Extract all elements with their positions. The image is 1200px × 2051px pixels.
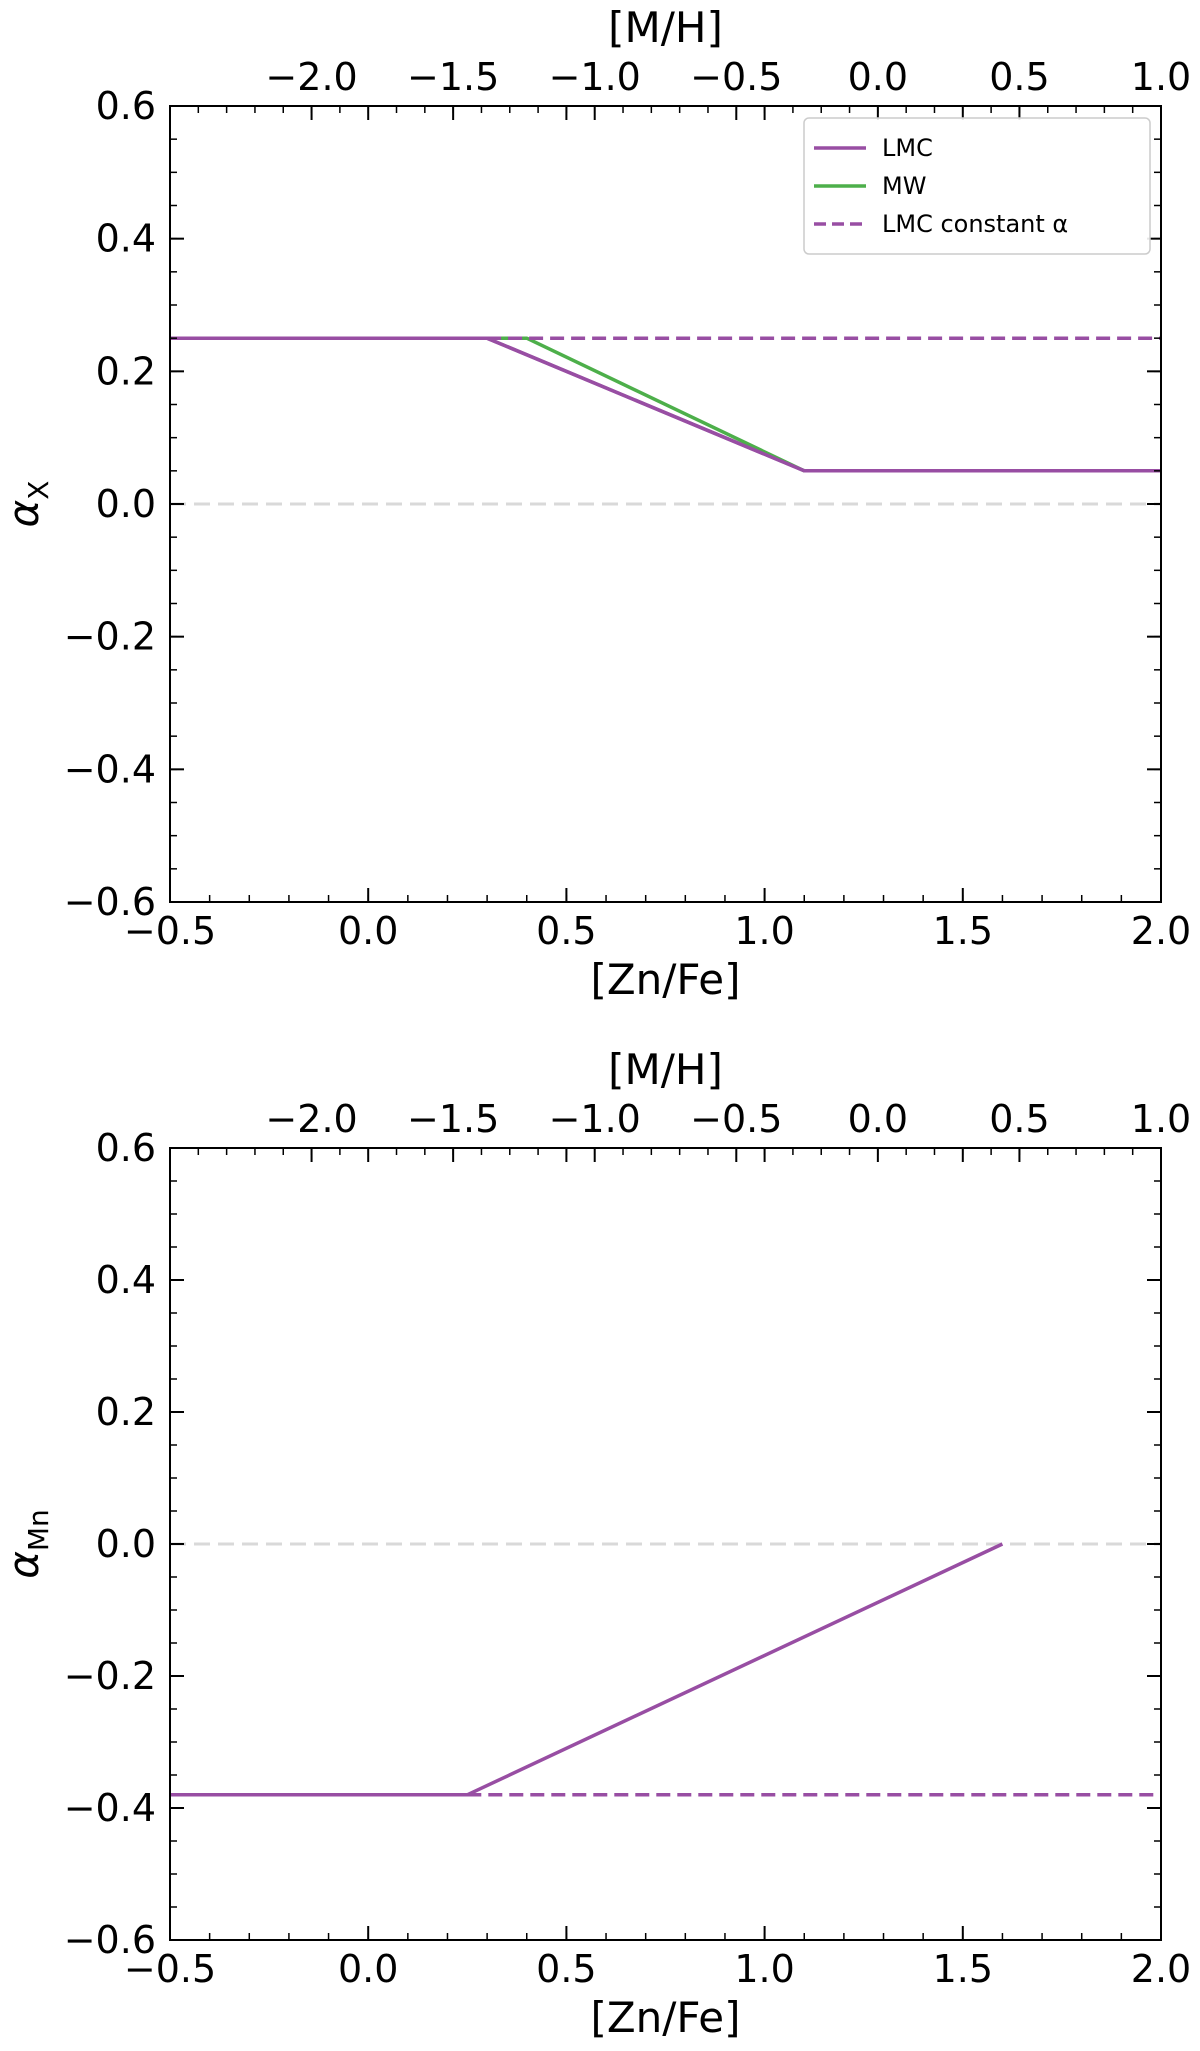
panel-top-xtick-label: 0.5 bbox=[536, 909, 596, 953]
panel-top-ylabel: αX bbox=[0, 481, 55, 528]
panel-top-xtick-label: 2.0 bbox=[1131, 909, 1191, 953]
panel-bottom-xtick-label: −0.5 bbox=[124, 1947, 216, 1991]
panel-top-x2tick-label: −2.0 bbox=[265, 55, 357, 99]
panel-top-xtick-label: 1.0 bbox=[734, 909, 794, 953]
panel-top-x2tick-label: 0.0 bbox=[848, 55, 908, 99]
panel-top-series-1-line bbox=[170, 336, 1161, 473]
panel-bottom-x2tick-label: 1.0 bbox=[1131, 1097, 1191, 1141]
panel-bottom-ytick-label: 0.6 bbox=[96, 1126, 156, 1170]
panel-top-x2label: [M/H] bbox=[608, 3, 723, 52]
panel-bottom-x2tick-label: −1.0 bbox=[549, 1097, 641, 1141]
panel-bottom-x2tick-label: 0.5 bbox=[989, 1097, 1049, 1141]
panel-bottom-x2label: [M/H] bbox=[608, 1045, 723, 1094]
panel-top-ytick-label: 0.4 bbox=[96, 217, 156, 261]
panel-bottom-x2tick-label: −0.5 bbox=[690, 1097, 782, 1141]
panel-bottom-ylabel: αMn bbox=[0, 1509, 55, 1579]
panel-bottom-xtick-label: 2.0 bbox=[1131, 1947, 1191, 1991]
panel-bottom-series-0-line bbox=[170, 1542, 1004, 1797]
panel-top-legend-label-2: LMC constant α bbox=[882, 210, 1068, 238]
panel-top-legend-box bbox=[803, 117, 1151, 255]
panel-top-xtick-label: 1.5 bbox=[933, 909, 993, 953]
panel-bottom-ytick-label: −0.2 bbox=[64, 1654, 156, 1698]
panel-top-ytick-label: −0.2 bbox=[64, 615, 156, 659]
panel-bottom-ylabel-symbol: α bbox=[0, 1551, 48, 1579]
panel-bottom-xtick-label: 1.5 bbox=[933, 1947, 993, 1991]
panel-top-legend: LMC MW LMC constant α bbox=[803, 117, 1151, 255]
panel-top-x2tick-label: 1.0 bbox=[1131, 55, 1191, 99]
panel-top-legend-label-0: LMC bbox=[882, 134, 933, 162]
panel-bottom-xtick-label: 0.0 bbox=[338, 1947, 398, 1991]
panel-bottom-xlabel: [Zn/Fe] bbox=[590, 1993, 740, 2042]
panel-top-xtick-label: 0.0 bbox=[338, 909, 398, 953]
panel-top-ytick-label: 0.0 bbox=[96, 482, 156, 526]
panel-bottom-x2tick-label: −1.5 bbox=[407, 1097, 499, 1141]
panel-top-x2tick-label: 0.5 bbox=[989, 55, 1049, 99]
panel-bottom-ytick-label: −0.6 bbox=[64, 1918, 156, 1962]
panel-top-ytick-label: −0.6 bbox=[64, 880, 156, 924]
panel-bottom-x2tick-label: 0.0 bbox=[848, 1097, 908, 1141]
panel-bottom-ytick-label: 0.2 bbox=[96, 1390, 156, 1434]
panel-top-ylabel-symbol: α bbox=[0, 499, 48, 527]
panel-top-ytick-label: 0.6 bbox=[96, 84, 156, 128]
panel-bottom-chart: −0.5 0.0 0.5 1.0 1.5 2.0 −2.0 −1.5 −1.0 −0.5 0.0 0.… bbox=[0, 1045, 1191, 2042]
panel-top-ytick-label: −0.4 bbox=[64, 747, 156, 791]
panel-top-ytick-label: 0.2 bbox=[96, 349, 156, 393]
panel-top-x2tick-label: −1.5 bbox=[407, 55, 499, 99]
panel-top-x2tick-label: −0.5 bbox=[690, 55, 782, 99]
panel-bottom-xtick-label: 1.0 bbox=[734, 1947, 794, 1991]
panel-top-chart: −0.5 0.0 0.5 1.0 1.5 2.0 −2.0 −1.5 −1.0 −0.5 0.0 0.… bbox=[0, 3, 1191, 1004]
panel-bottom-x2tick-label: −2.0 bbox=[265, 1097, 357, 1141]
panel-top-legend-label-1: MW bbox=[882, 172, 926, 200]
panel-bottom-ytick-label: 0.4 bbox=[96, 1258, 156, 1302]
panel-bottom-ylabel-subscript: Mn bbox=[22, 1509, 55, 1551]
panel-bottom-ytick-label: −0.4 bbox=[64, 1786, 156, 1830]
panel-top-series-0-line-overlay bbox=[170, 336, 1161, 473]
panel-top-x2tick-label: −1.0 bbox=[549, 55, 641, 99]
panel-top-ylabel-subscript: X bbox=[22, 481, 55, 500]
panel-top-xtick-label: −0.5 bbox=[124, 909, 216, 953]
panel-top-xlabel: [Zn/Fe] bbox=[590, 955, 740, 1004]
panel-bottom-xtick-label: 0.5 bbox=[536, 1947, 596, 1991]
panel-bottom-ytick-label: 0.0 bbox=[96, 1522, 156, 1566]
